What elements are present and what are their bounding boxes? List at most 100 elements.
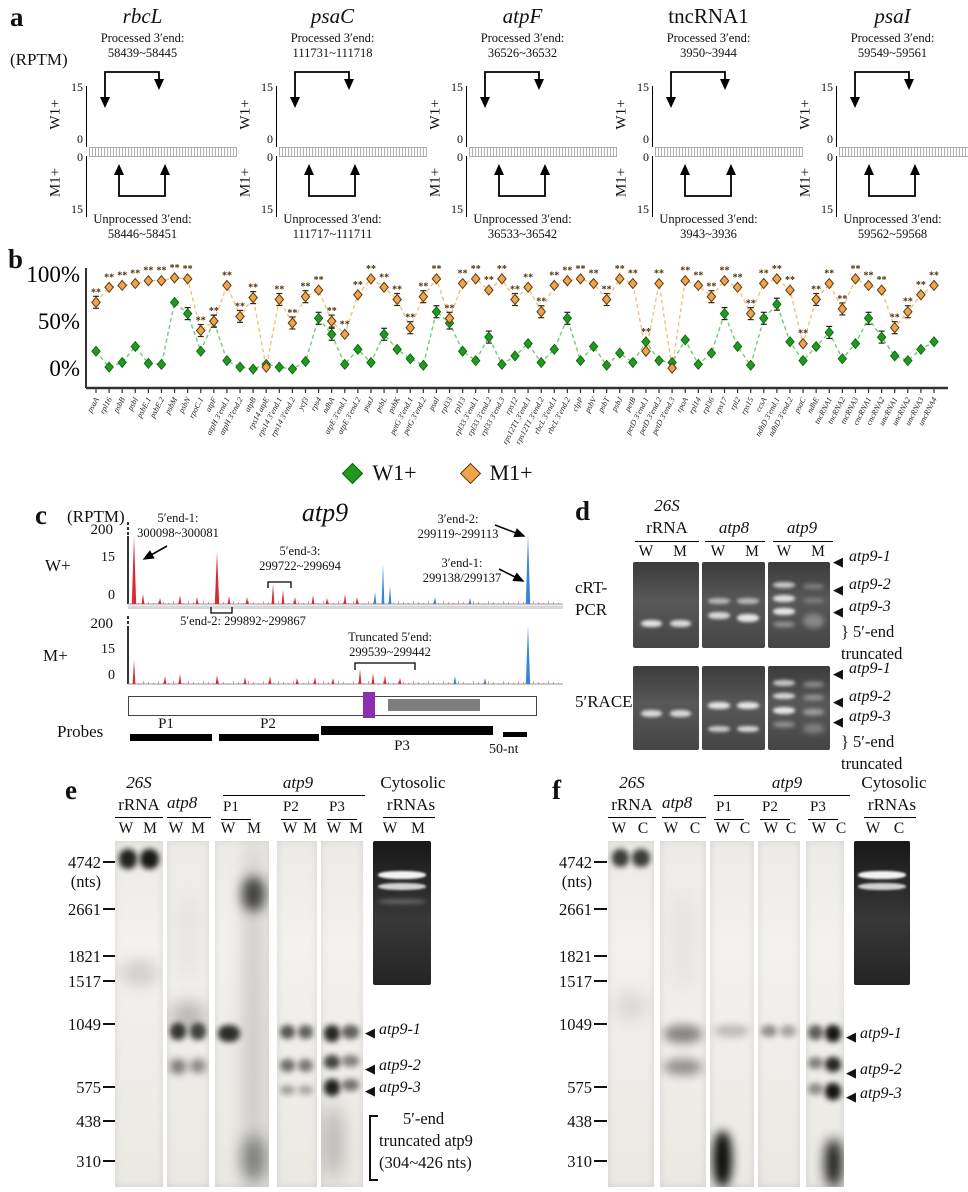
- significance-marks: **: [117, 270, 127, 281]
- e-lane: M: [349, 820, 363, 837]
- d-row2-label: 5′RACE: [575, 692, 633, 711]
- significance-marks: **: [222, 270, 232, 281]
- gel-band: [779, 1025, 796, 1037]
- data-point-w1: [222, 354, 232, 367]
- significance-marks: **: [785, 275, 795, 286]
- d-r1-truncated-2: truncated: [841, 644, 903, 663]
- gel-band: [825, 1083, 841, 1100]
- gel-band: [772, 680, 796, 686]
- significance-marks: **: [733, 272, 743, 283]
- e-atp8-underline: [167, 817, 211, 818]
- gel-band: [342, 1079, 359, 1091]
- gel-band: [612, 991, 650, 1021]
- d-r1-band-atp9-2: atp9-2: [849, 576, 891, 593]
- data-point-w1: [143, 357, 154, 370]
- f-lane: W: [715, 820, 731, 837]
- data-point-m1: [614, 273, 625, 285]
- y-max-bottom: 15: [71, 202, 83, 216]
- data-point-m1: [208, 315, 219, 327]
- data-point-m1: [248, 291, 258, 304]
- m1-diamond-icon: [459, 462, 481, 484]
- data-point-w1: [889, 350, 900, 362]
- y-zero-bottom: 0: [643, 150, 649, 164]
- data-point-w1: [536, 356, 546, 369]
- significance-marks: **: [366, 264, 376, 275]
- e-marker-dash: [103, 861, 116, 864]
- d-gel-atp9-crtpcr: [768, 562, 830, 648]
- wplus-y15: 15: [101, 550, 115, 565]
- data-point-m1: [313, 284, 324, 296]
- gel-band: [640, 620, 663, 627]
- y-zero-bottom: 0: [77, 150, 83, 164]
- d-atp9-title: atp9: [786, 518, 818, 537]
- y-axis-top: [652, 86, 653, 147]
- significance-marks: **: [143, 266, 153, 277]
- e-lane: W: [382, 820, 398, 837]
- data-point-m1: [379, 281, 389, 294]
- d-lane-m-atp8: M: [745, 543, 759, 560]
- data-point-w1: [745, 359, 756, 371]
- gel-band: [611, 849, 630, 867]
- gel-band: [377, 883, 427, 890]
- e-marker-dash: [103, 908, 116, 911]
- data-point-w1: [916, 343, 926, 355]
- e-arrow-3-icon: ◀: [365, 1083, 375, 1098]
- e-truncated-bracket: [369, 1115, 378, 1181]
- e-lane: W: [118, 820, 134, 837]
- significance-marks: **: [104, 272, 114, 283]
- data-point-w1: [759, 312, 769, 324]
- e-lane: W: [220, 820, 236, 837]
- track-top-label: W1+: [47, 99, 64, 130]
- e-p2-label: P2: [283, 799, 299, 815]
- scale-bar-label: 50-nt: [489, 742, 519, 757]
- gel-band: [297, 1085, 313, 1095]
- track-bottom-label: M1+: [47, 167, 64, 198]
- gel-band: [802, 598, 824, 603]
- unprocessed-bracket: [494, 164, 550, 197]
- mplus-y15: 15: [101, 642, 115, 657]
- data-point-m1: [627, 277, 638, 290]
- data-point-w1: [117, 356, 127, 369]
- data-point-w1: [628, 356, 638, 369]
- d-r2-truncated-1: } 5′-end: [841, 732, 895, 751]
- gel-band: [737, 726, 759, 732]
- unprocessed-annotation: Unprocessed 3′end: 111717~111711: [283, 212, 382, 241]
- significance-marks: **: [235, 301, 245, 312]
- significance-marks: **: [693, 270, 703, 281]
- gel-band: [802, 724, 824, 733]
- f-lane: W: [763, 820, 779, 837]
- e-cytosolic-title: Cytosolic: [380, 773, 446, 792]
- f-arrow-1-icon: ◀: [846, 1029, 856, 1044]
- d-r2-arrow-3-icon: ◀: [833, 714, 843, 729]
- x-tick-label: psaJ: [360, 395, 376, 413]
- d-lane-m-26s: M: [673, 543, 687, 560]
- y-axis-top: [836, 86, 837, 147]
- processed-bracket: [666, 71, 730, 108]
- data-point-m1: [405, 321, 416, 334]
- e-marker-dash: [103, 955, 116, 958]
- mplus-y0: 0: [108, 668, 115, 683]
- gel-band: [280, 1059, 296, 1072]
- gel-band: [802, 695, 824, 700]
- data-point-m1: [483, 284, 494, 296]
- gel-band: [772, 582, 796, 588]
- y-axis-bottom: [86, 156, 87, 217]
- e-marker-dash: [103, 1160, 116, 1163]
- gel-band: [280, 1085, 296, 1095]
- wplus-y0: 0: [108, 588, 115, 603]
- f-p2-label: P2: [762, 799, 778, 815]
- d-rrna-title: rRNA: [646, 518, 688, 537]
- panel-f: f 26S rRNA atp8 atp9 P1 P2 P3 Cytosolic …: [490, 773, 968, 1192]
- significance-marks: **: [301, 282, 311, 293]
- gel-band: [737, 614, 759, 622]
- significance-marks: **: [759, 269, 769, 280]
- significance-marks: **: [353, 280, 363, 291]
- data-point-w1: [313, 312, 324, 324]
- scale-bar: [503, 732, 527, 737]
- track-bottom-label: M1+: [427, 167, 444, 198]
- processed-annotation: Processed 3′end: 59549~59561: [850, 31, 935, 60]
- data-point-w1: [510, 350, 520, 362]
- unprocessed-annotation: Unprocessed 3′end: 36533~36542: [473, 212, 572, 241]
- y-axis-top: [276, 86, 277, 147]
- gene-feature-purple-box: [363, 692, 375, 718]
